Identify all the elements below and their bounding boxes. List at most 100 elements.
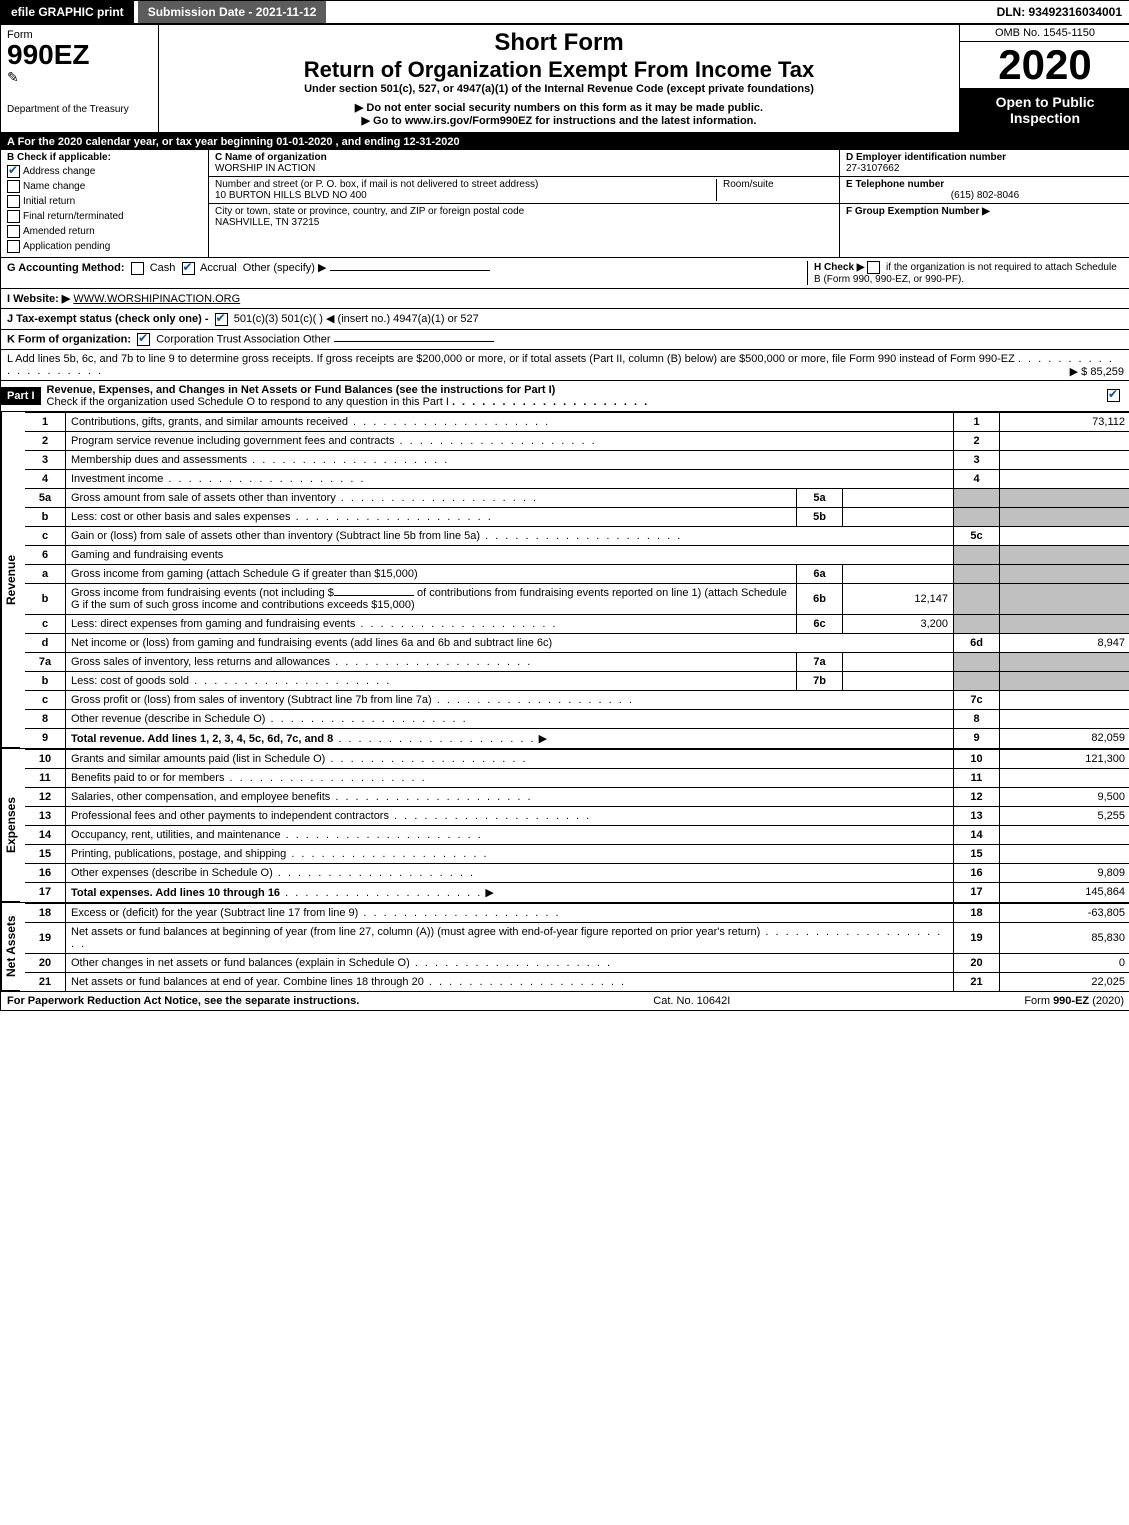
chk-application-pending[interactable]: Application pending	[7, 240, 202, 253]
row-gh: G Accounting Method: Cash Accrual Other …	[1, 258, 1129, 289]
part-i-header: Part I Revenue, Expenses, and Changes in…	[1, 381, 1129, 412]
b-check-label: B Check if applicable:	[7, 152, 202, 163]
net-assets-side-label: Net Assets	[1, 903, 20, 991]
line-7b: b Less: cost of goods sold 7b	[25, 671, 1129, 690]
line-15: 15 Printing, publications, postage, and …	[25, 844, 1129, 863]
net-assets-table: 18 Excess or (deficit) for the year (Sub…	[25, 903, 1129, 992]
line-3: 3 Membership dues and assessments 3	[25, 450, 1129, 469]
tax-year: 2020	[960, 42, 1129, 88]
top-bar: efile GRAPHIC print Submission Date - 20…	[1, 1, 1129, 25]
checkbox-icon[interactable]	[7, 180, 20, 193]
header-row: Form 990EZ ✎ Department of the Treasury …	[1, 25, 1129, 134]
line-6d: d Net income or (loss) from gaming and f…	[25, 633, 1129, 652]
d-label: D Employer identification number	[846, 152, 1124, 163]
checkbox-icon[interactable]	[7, 225, 20, 238]
phone-value: (615) 802-8046	[846, 190, 1124, 201]
line-6a: a Gross income from gaming (attach Sched…	[25, 564, 1129, 583]
line-7c: c Gross profit or (loss) from sales of i…	[25, 690, 1129, 709]
line-8: 8 Other revenue (describe in Schedule O)…	[25, 709, 1129, 728]
checkbox-icon[interactable]	[215, 313, 228, 326]
line-21: 21 Net assets or fund balances at end of…	[25, 972, 1129, 991]
right-info: D Employer identification number 27-3107…	[839, 150, 1129, 257]
omb-label: OMB No. 1545-1150	[960, 25, 1129, 42]
form-number: 990EZ	[7, 41, 152, 69]
checkbox-icon[interactable]	[7, 195, 20, 208]
row-k-form-org: K Form of organization: Corporation Trus…	[1, 330, 1129, 350]
line-5c: c Gain or (loss) from sale of assets oth…	[25, 526, 1129, 545]
part-i-title: Revenue, Expenses, and Changes in Net As…	[41, 381, 1100, 411]
line-18: 18 Excess or (deficit) for the year (Sub…	[25, 903, 1129, 922]
line-12: 12 Salaries, other compensation, and emp…	[25, 787, 1129, 806]
checkbox-icon[interactable]	[7, 210, 20, 223]
header-center: Short Form Return of Organization Exempt…	[159, 25, 959, 132]
e-label: E Telephone number	[846, 179, 1124, 190]
checkbox-icon[interactable]	[1107, 389, 1120, 402]
expenses-table: 10 Grants and similar amounts paid (list…	[25, 749, 1129, 903]
short-form-title: Short Form	[165, 29, 953, 57]
city-label: City or town, state or province, country…	[215, 206, 833, 217]
line-1: 1 Contributions, gifts, grants, and simi…	[25, 412, 1129, 431]
line-11: 11 Benefits paid to or for members 11	[25, 768, 1129, 787]
org-info: C Name of organization WORSHIP IN ACTION…	[209, 150, 839, 257]
chk-name-change[interactable]: Name change	[7, 180, 202, 193]
ein-value: 27-3107662	[846, 163, 1124, 174]
goto-link[interactable]: ▶ Go to www.irs.gov/Form990EZ for instru…	[165, 114, 953, 127]
org-name-cell: C Name of organization WORSHIP IN ACTION	[209, 150, 839, 177]
line-5b: b Less: cost or other basis and sales ex…	[25, 507, 1129, 526]
checkbox-icon[interactable]	[131, 262, 144, 275]
expenses-side-label: Expenses	[1, 749, 20, 902]
line-4: 4 Investment income 4	[25, 469, 1129, 488]
efile-print-button[interactable]: efile GRAPHIC print	[1, 1, 134, 23]
chk-address-change[interactable]: Address change	[7, 165, 202, 178]
line-16: 16 Other expenses (describe in Schedule …	[25, 863, 1129, 882]
expenses-section: Expenses 10 Grants and similar amounts p…	[1, 749, 1129, 903]
city-cell: City or town, state or province, country…	[209, 204, 839, 230]
part-i-label: Part I	[1, 387, 41, 405]
row-l-gross-receipts: L Add lines 5b, 6c, and 7b to line 9 to …	[1, 350, 1129, 381]
line-5a: 5a Gross amount from sale of assets othe…	[25, 488, 1129, 507]
footer-cat-no: Cat. No. 10642I	[359, 995, 1024, 1007]
line-19: 19 Net assets or fund balances at beginn…	[25, 922, 1129, 953]
row-i-website: I Website: ▶ WWW.WORSHIPINACTION.ORG	[1, 289, 1129, 309]
line-9: 9 Total revenue. Add lines 1, 2, 3, 4, 5…	[25, 728, 1129, 748]
website-value[interactable]: WWW.WORSHIPINACTION.ORG	[73, 293, 240, 305]
dept-label: Department of the Treasury	[7, 104, 152, 115]
chk-amended-return[interactable]: Amended return	[7, 225, 202, 238]
under-section: Under section 501(c), 527, or 4947(a)(1)…	[165, 83, 953, 95]
checkbox-icon[interactable]	[7, 240, 20, 253]
net-assets-section: Net Assets 18 Excess or (deficit) for th…	[1, 903, 1129, 992]
addr-cell: Number and street (or P. O. box, if mail…	[209, 177, 839, 204]
chk-final-return[interactable]: Final return/terminated	[7, 210, 202, 223]
chk-initial-return[interactable]: Initial return	[7, 195, 202, 208]
dln-label: DLN: 93492316034001	[989, 1, 1129, 23]
submission-date-label: Submission Date - 2021-11-12	[138, 1, 327, 23]
line-6c: c Less: direct expenses from gaming and …	[25, 614, 1129, 633]
city-value: NASHVILLE, TN 37215	[215, 217, 833, 228]
checkbox-icon[interactable]	[7, 165, 20, 178]
line-7a: 7a Gross sales of inventory, less return…	[25, 652, 1129, 671]
line-14: 14 Occupancy, rent, utilities, and maint…	[25, 825, 1129, 844]
checkbox-icon[interactable]	[182, 262, 195, 275]
ssn-warning: ▶ Do not enter social security numbers o…	[165, 101, 953, 114]
addr-label: Number and street (or P. O. box, if mail…	[215, 179, 710, 190]
revenue-table: 1 Contributions, gifts, grants, and simi…	[25, 412, 1129, 749]
line-13: 13 Professional fees and other payments …	[25, 806, 1129, 825]
checkbox-icon[interactable]	[867, 261, 880, 274]
line-17: 17 Total expenses. Add lines 10 through …	[25, 882, 1129, 902]
return-title: Return of Organization Exempt From Incom…	[165, 57, 953, 83]
addr-value: 10 BURTON HILLS BLVD NO 400	[215, 190, 710, 201]
org-name: WORSHIP IN ACTION	[215, 163, 833, 174]
line-2: 2 Program service revenue including gove…	[25, 431, 1129, 450]
header-right: OMB No. 1545-1150 2020 Open to Public In…	[959, 25, 1129, 132]
line-6b: b Gross income from fundraising events (…	[25, 583, 1129, 614]
line-10: 10 Grants and similar amounts paid (list…	[25, 749, 1129, 768]
row-j-tax-exempt: J Tax-exempt status (check only one) - 5…	[1, 309, 1129, 330]
form-container: efile GRAPHIC print Submission Date - 20…	[0, 0, 1129, 1011]
phone-cell: E Telephone number (615) 802-8046	[840, 177, 1129, 204]
group-exemption-cell: F Group Exemption Number ▶	[840, 204, 1129, 219]
ein-cell: D Employer identification number 27-3107…	[840, 150, 1129, 177]
f-label: F Group Exemption Number ▶	[846, 206, 1124, 217]
revenue-side-label: Revenue	[1, 412, 20, 748]
checkbox-icon[interactable]	[137, 333, 150, 346]
c-label: C Name of organization	[215, 152, 833, 163]
